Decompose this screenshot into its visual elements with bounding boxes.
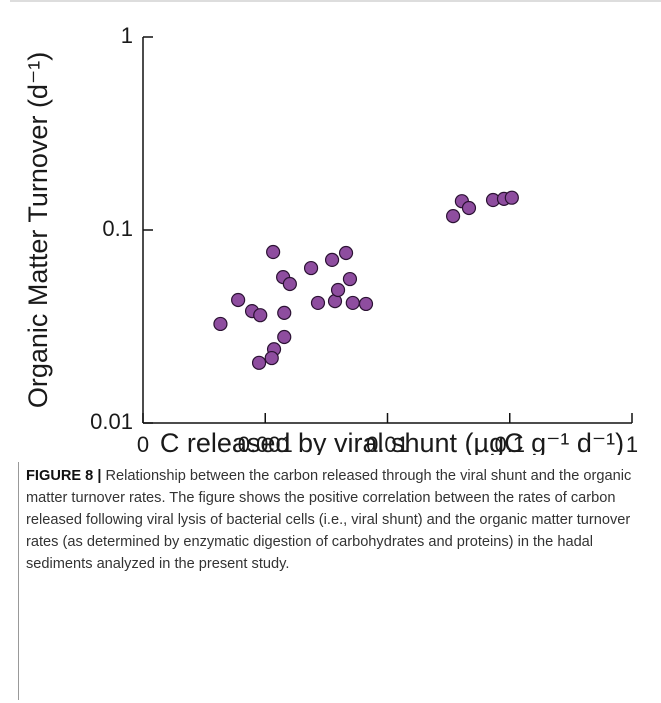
y-axis-title: Organic Matter Turnover (d⁻¹) — [23, 52, 53, 408]
caption-text: Relationship between the carbon released… — [26, 468, 632, 572]
caption: FIGURE 8 | Relationship between the carb… — [18, 465, 641, 575]
x-tick-label: 1 — [626, 432, 638, 455]
point — [338, 245, 354, 261]
point — [277, 305, 292, 320]
point — [266, 244, 281, 260]
caption-label: FIGURE 8 | — [26, 468, 102, 484]
x-tick-label: 0.1 — [494, 432, 525, 455]
point — [264, 350, 279, 366]
point — [461, 200, 477, 216]
x-axis-title: C released by viral shunt (µgC g⁻¹ d⁻¹) — [160, 428, 624, 455]
point — [342, 271, 358, 287]
point — [231, 292, 246, 308]
point — [213, 316, 228, 332]
point — [324, 252, 340, 267]
x-tick-label: 0.01 — [366, 432, 409, 455]
point — [303, 260, 319, 276]
x-tick-label: 0 — [137, 432, 149, 455]
point — [358, 296, 374, 312]
point — [445, 209, 461, 224]
caption-rule — [18, 462, 19, 700]
point — [330, 282, 346, 298]
point — [277, 329, 292, 345]
point — [282, 276, 297, 292]
point — [345, 295, 360, 311]
point — [504, 190, 519, 205]
point — [253, 308, 268, 323]
y-tick-label: 0.1 — [102, 216, 133, 241]
point — [251, 355, 267, 370]
x-tick-label: 0.001 — [238, 432, 293, 455]
y-tick-label: 1 — [121, 23, 133, 48]
chart: C released by viral shunt (µgC g⁻¹ d⁻¹) … — [10, 0, 661, 455]
y-tick-label: 0.01 — [90, 409, 133, 434]
point — [310, 295, 326, 311]
